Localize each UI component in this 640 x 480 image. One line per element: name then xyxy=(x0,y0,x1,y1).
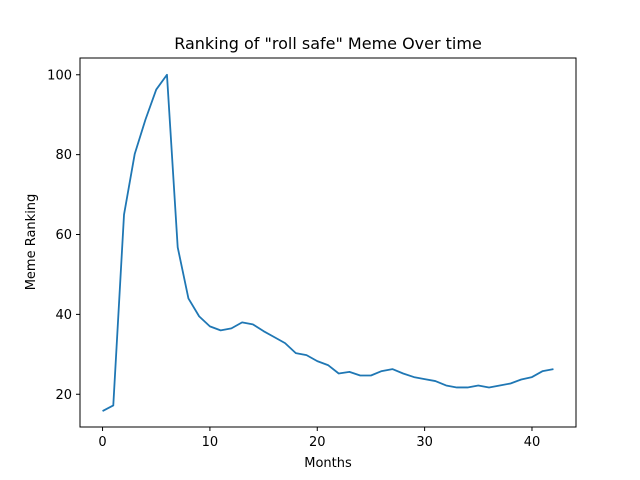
y-tick-label: 60 xyxy=(55,228,72,243)
y-axis: 20 40 60 80 100 xyxy=(47,68,80,403)
plot-area xyxy=(102,73,554,412)
chart-title: Ranking of "roll safe" Meme Over time xyxy=(174,34,482,53)
series-line-0 xyxy=(102,73,554,412)
y-tick-label: 100 xyxy=(47,68,72,83)
x-tick-label: 30 xyxy=(416,435,433,450)
y-tick-label: 20 xyxy=(55,388,72,403)
y-tick-label: 40 xyxy=(55,308,72,323)
y-tick-label: 80 xyxy=(55,148,72,163)
x-tick-label: 20 xyxy=(309,435,326,450)
x-axis: 0 10 20 30 40 xyxy=(98,427,540,450)
x-tick-label: 10 xyxy=(202,435,219,450)
plot-frame xyxy=(79,57,577,428)
x-tick-label: 40 xyxy=(524,435,541,450)
y-axis-label: Meme Ranking xyxy=(24,194,39,291)
x-axis-label: Months xyxy=(304,456,352,471)
x-tick-label: 0 xyxy=(98,435,106,450)
